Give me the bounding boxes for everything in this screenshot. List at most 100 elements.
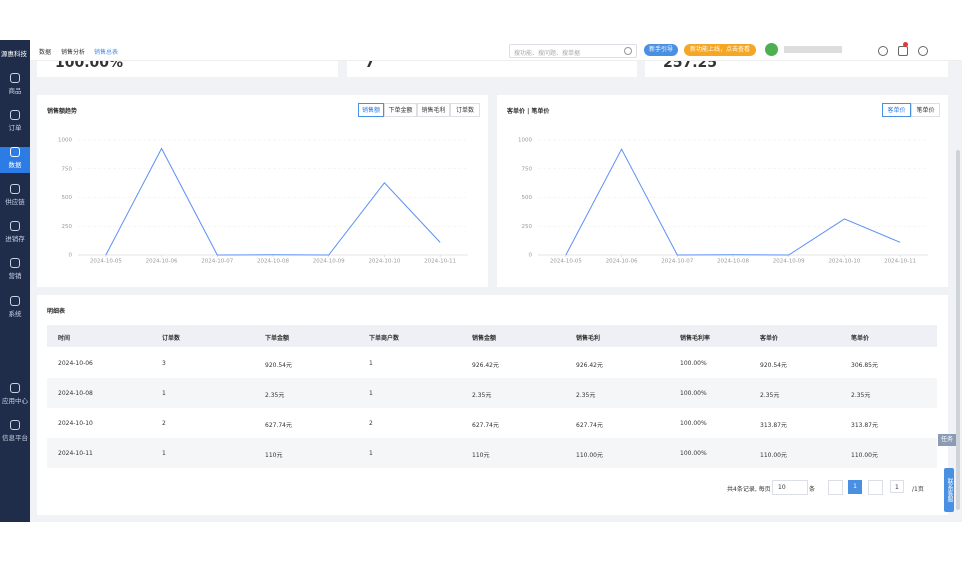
chart-tab[interactable]: 销售毛利	[417, 103, 450, 117]
chart-title: 销售额趋势	[47, 108, 78, 115]
breadcrumb[interactable]: 销售总表	[94, 49, 119, 56]
table-cell: 100.00%	[680, 420, 707, 427]
column-header[interactable]: 销售金额	[472, 335, 497, 342]
table-cell: 920.54元	[265, 362, 292, 369]
sidebar-item[interactable]: 营销	[0, 258, 30, 284]
summary-value: 7	[365, 55, 375, 71]
table-cell: 110.00元	[760, 452, 787, 459]
table-cell: 627.74元	[265, 422, 292, 429]
table-cell: 2024-10-06	[58, 360, 93, 367]
sidebar-label: 供应链	[5, 198, 25, 206]
column-header[interactable]: 订单数	[162, 335, 181, 342]
chart-tab[interactable]: 订单数	[450, 103, 480, 117]
user-name-blurred	[784, 46, 842, 53]
new-feature-button[interactable]: 新功能上线，点击查看	[684, 44, 757, 56]
sidebar-icon	[10, 184, 20, 194]
chart-tab[interactable]: 销售额	[358, 103, 384, 117]
sidebar-item[interactable]: 信息平台	[0, 420, 30, 446]
search-box[interactable]: 搜功能、搜问题、搜单据	[509, 44, 637, 58]
table-cell: 2024-10-08	[58, 390, 93, 397]
sidebar-item[interactable]: 数据	[0, 147, 30, 173]
chart-tab[interactable]: 笔单价	[911, 103, 940, 117]
sidebar-icon	[10, 73, 20, 83]
pagination-unit: 条	[809, 486, 816, 493]
table-cell: 1	[162, 390, 166, 397]
page-size-select[interactable]: 10	[772, 480, 808, 495]
table-cell: 100.00%	[680, 390, 707, 397]
table-cell: 100.00%	[680, 450, 707, 457]
page-jump-input[interactable]: 1	[890, 480, 904, 493]
x-tick-label: 2024-10-06	[606, 259, 638, 265]
chart-panel: 销售额趋势 销售额 下单金额 销售毛利 订单数 0 250 500 750 1000 2024-10…	[37, 95, 488, 287]
table-cell: 1	[369, 360, 373, 367]
sidebar-icon	[10, 296, 20, 306]
sidebar-icon	[10, 110, 20, 120]
breadcrumb[interactable]: 销售分析	[61, 49, 86, 56]
table-cell: 110元	[472, 452, 490, 459]
next-page[interactable]	[868, 480, 883, 495]
y-tick-label: 0	[69, 253, 73, 259]
sidebar-item[interactable]: 应用中心	[0, 383, 30, 409]
table-cell: 1	[369, 450, 373, 457]
service-tab[interactable]: 联系客服	[944, 468, 954, 512]
chart-title: 客单价 | 笔单价	[507, 108, 550, 115]
chart-tab[interactable]: 客单价	[882, 103, 911, 117]
sidebar-label: 应用中心	[2, 397, 28, 405]
message-icon[interactable]	[898, 46, 908, 56]
y-tick-label: 750	[522, 166, 533, 172]
column-header[interactable]: 客单价	[760, 335, 779, 342]
chart: 0 250 500 750 1000 2024-10-05 2024-10-06 2024-1…	[58, 138, 468, 265]
chart-panel: 客单价 | 笔单价 客单价 笔单价 0 250 500 750 1000 2024-10-05 2…	[497, 95, 948, 287]
brand: 源惠科技	[1, 50, 27, 58]
table-panel: 明细表 共4条记录, 每页 10 条 1 1 /1页 时间 订单数 下单金额 下单商户…	[37, 295, 948, 515]
table-row	[47, 438, 937, 468]
x-tick-label: 2024-10-08	[257, 259, 289, 265]
table-cell: 2	[369, 420, 373, 427]
table-cell: 2.35元	[576, 392, 596, 399]
table-row	[47, 348, 937, 378]
table-cell: 2.35元	[760, 392, 780, 399]
search-icon	[624, 47, 632, 55]
column-header[interactable]: 销售毛利率	[680, 335, 711, 342]
avatar[interactable]	[765, 43, 778, 56]
table-cell: 2.35元	[472, 392, 492, 399]
table-cell: 313.87元	[851, 422, 878, 429]
total-pages: /1页	[912, 486, 924, 493]
sidebar-item[interactable]: 订单	[0, 110, 30, 136]
sidebar-item[interactable]: 供应链	[0, 184, 30, 210]
page-size: 10	[778, 484, 786, 491]
table-cell: 627.74元	[576, 422, 603, 429]
table-cell: 920.54元	[760, 362, 787, 369]
task-tab[interactable]: 任务	[938, 434, 956, 446]
x-tick-label: 2024-10-10	[828, 259, 860, 265]
prev-page[interactable]	[828, 480, 843, 495]
sidebar-label: 订单	[8, 124, 22, 132]
x-tick-label: 2024-10-08	[717, 259, 749, 265]
sidebar-icon	[10, 258, 20, 268]
chart-tab[interactable]: 下单金额	[384, 103, 417, 117]
newbie-button[interactable]: 新手引导	[644, 44, 679, 56]
column-header[interactable]: 时间	[58, 335, 71, 342]
x-tick-label: 2024-10-10	[368, 259, 400, 265]
service-icon[interactable]	[878, 46, 888, 56]
column-header[interactable]: 笔单价	[851, 335, 870, 342]
table-cell: 2.35元	[851, 392, 871, 399]
column-header[interactable]: 下单金额	[265, 335, 290, 342]
sidebar-icon	[10, 147, 20, 157]
x-tick-label: 2024-10-07	[201, 259, 233, 265]
table-row	[47, 408, 937, 438]
y-tick-label: 1000	[58, 138, 72, 144]
x-tick-label: 2024-10-05	[550, 259, 582, 265]
y-tick-label: 500	[62, 195, 73, 201]
sidebar-item[interactable]: 系统	[0, 296, 30, 322]
column-header[interactable]: 下单商户数	[369, 335, 400, 342]
breadcrumb: 数据	[39, 49, 52, 56]
sidebar-item[interactable]: 进销存	[0, 221, 30, 247]
y-tick-label: 0	[529, 253, 533, 259]
y-tick-label: 750	[62, 166, 73, 172]
sidebar-item[interactable]: 商品	[0, 73, 30, 99]
current-page[interactable]: 1	[848, 480, 862, 494]
table-cell: 100.00%	[680, 360, 707, 367]
column-header[interactable]: 销售毛利	[576, 335, 601, 342]
help-icon[interactable]	[918, 46, 928, 56]
